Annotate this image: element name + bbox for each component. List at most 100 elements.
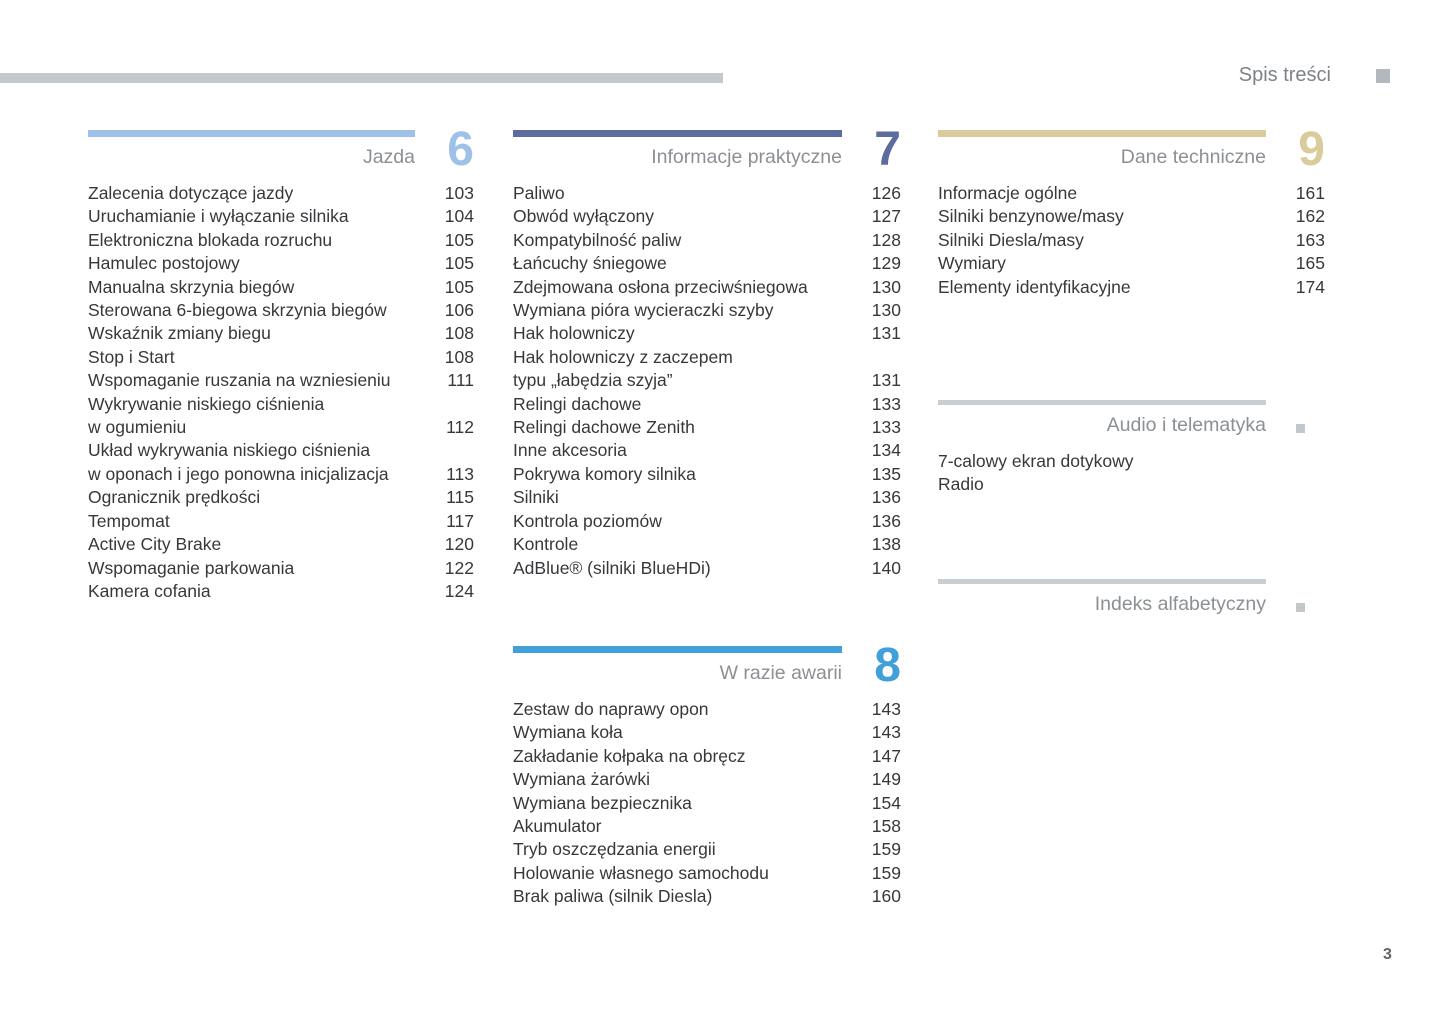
toc-item[interactable]: Manualna skrzynia biegów 105: [88, 276, 474, 299]
toc-item-label: Inne akcesoria: [513, 440, 627, 461]
toc-item[interactable]: Wykrywanie niskiego ciśnienia w ogumieni…: [88, 393, 474, 440]
toc-item[interactable]: Wymiana żarówki 149: [513, 768, 901, 791]
toc-item[interactable]: Elementy identyfikacyjne 174: [938, 276, 1325, 299]
toc-item[interactable]: Tempomat 117: [88, 510, 474, 533]
toc-item[interactable]: Zdejmowana osłona przeciwśniegowa 130: [513, 276, 901, 299]
toc-item[interactable]: Zalecenia dotyczące jazdy 103: [88, 182, 474, 205]
toc-item-label: Sterowana 6-biegowa skrzynia biegów: [88, 300, 387, 321]
section-header: Dane techniczne: [938, 145, 1266, 171]
toc-item-label: Zakładanie kołpaka na obręcz: [513, 745, 746, 766]
toc-item-page: 134: [871, 440, 901, 461]
toc-item[interactable]: Kontrola poziomów 136: [513, 510, 901, 533]
toc-item-page: 138: [871, 534, 901, 555]
toc-item[interactable]: Wskaźnik zmiany biegu 108: [88, 322, 474, 345]
toc-item-page: 127: [871, 206, 901, 227]
toc-item-page: 113: [446, 463, 474, 484]
toc-item[interactable]: Relingi dachowe 133: [513, 393, 901, 416]
toc-item-label: Informacje ogólne: [938, 183, 1078, 203]
toc-item-label: Holowanie własnego samochodu: [513, 862, 769, 883]
section-marker-square-icon: [1296, 424, 1305, 434]
header-square-icon: [1376, 68, 1390, 83]
toc-item[interactable]: Sterowana 6-biegowa skrzynia biegów 106: [88, 299, 474, 322]
toc-item-page: 105: [444, 229, 474, 250]
top-rule: [0, 73, 723, 83]
toc-item[interactable]: Układ wykrywania niskiego ciśnienia w op…: [88, 439, 474, 486]
section-items: Informacje ogólne 161 Silniki benzynowe/ma…: [938, 182, 1325, 299]
toc-item[interactable]: Hamulec postojowy 105: [88, 252, 474, 275]
toc-item[interactable]: Radio: [938, 473, 1325, 496]
toc-item[interactable]: Kompatybilność paliw 128: [513, 229, 901, 252]
toc-item-label: Manualna skrzynia biegów: [88, 276, 295, 297]
section-number: 7: [874, 123, 901, 176]
toc-item[interactable]: AdBlue® (silniki BlueHDi) 140: [513, 557, 901, 580]
toc-item[interactable]: Silniki 136: [513, 486, 901, 509]
toc-item[interactable]: Elektroniczna blokada rozruchu 105: [88, 229, 474, 252]
toc-item[interactable]: Stop i Start 108: [88, 346, 474, 369]
section-title: Dane techniczne: [1120, 146, 1266, 168]
toc-item[interactable]: Tryb oszczędzania energii 159: [513, 838, 901, 861]
toc-item[interactable]: Holowanie własnego samochodu 159: [513, 862, 901, 885]
toc-item[interactable]: Pokrywa komory silnika 135: [513, 463, 901, 486]
page-title: Spis treści: [1238, 64, 1331, 86]
section-accent-bar: [88, 130, 415, 137]
section-header: Jazda: [88, 145, 415, 171]
toc-item[interactable]: Hak holowniczy 131: [513, 322, 901, 345]
toc-section-audio-i-telematyka: Audio i telematyka 7-calowy ekran dotykow…: [938, 400, 1325, 497]
toc-item[interactable]: Kontrole 138: [513, 533, 901, 556]
toc-item[interactable]: Inne akcesoria 134: [513, 439, 901, 462]
toc-item-page: 174: [1295, 276, 1325, 297]
toc-item-label: Zalecenia dotyczące jazdy: [88, 183, 294, 203]
toc-item[interactable]: Wymiary 165: [938, 252, 1325, 275]
toc-item-label: Silniki: [513, 487, 559, 508]
toc-item-label: Brak paliwa (silnik Diesla): [513, 886, 713, 907]
toc-section-indeks-alfabetyczny: Indeks alfabetyczny: [938, 578, 1325, 618]
toc-item[interactable]: Hak holowniczy z zaczepem typu „łabędzia…: [513, 346, 901, 393]
toc-item-label: Wymiary: [938, 253, 1006, 274]
toc-item[interactable]: Zakładanie kołpaka na obręcz 147: [513, 745, 901, 768]
page-number: 3: [1383, 946, 1392, 963]
toc-item[interactable]: Wspomaganie ruszania na wzniesieniu 111: [88, 369, 474, 392]
toc-item[interactable]: Relingi dachowe Zenith 133: [513, 416, 901, 439]
toc-item-page: 133: [871, 393, 901, 414]
toc-item[interactable]: Kamera cofania 124: [88, 580, 474, 603]
toc-item[interactable]: Akumulator 158: [513, 815, 901, 838]
toc-item-page: 163: [1295, 229, 1325, 250]
toc-column-1: Jazda 6 Zalecenia dotyczące jazdy 103 Urucha…: [88, 126, 474, 603]
toc-item-label: Hak holowniczy z zaczepem typu „łabędzia…: [513, 346, 733, 391]
toc-item-label: Zdejmowana osłona przeciwśniegowa: [513, 276, 808, 297]
toc-item-page: 147: [871, 745, 901, 766]
toc-item-label: Ogranicznik prędkości: [88, 487, 261, 508]
toc-item-page: 105: [444, 276, 474, 297]
toc-item[interactable]: Ogranicznik prędkości 115: [88, 486, 474, 509]
toc-item[interactable]: Informacje ogólne 161: [938, 182, 1325, 205]
toc-item[interactable]: Uruchamianie i wyłączanie silnika 104: [88, 205, 474, 228]
toc-item[interactable]: Brak paliwa (silnik Diesla) 160: [513, 885, 901, 908]
toc-item-label: Wymiana bezpiecznika: [513, 792, 692, 813]
toc-item-page: 130: [871, 300, 901, 321]
section-items: 7-calowy ekran dotykowy Radio: [938, 450, 1325, 497]
toc-item[interactable]: Obwód wyłączony 127: [513, 205, 901, 228]
toc-item[interactable]: Wymiana pióra wycieraczki szyby 130: [513, 299, 901, 322]
toc-item[interactable]: Wspomaganie parkowania 122: [88, 557, 474, 580]
toc-item-page: 159: [871, 839, 901, 860]
toc-item-page: 112: [446, 417, 474, 438]
toc-item-label: Akumulator: [513, 815, 602, 836]
toc-item[interactable]: Zestaw do naprawy opon 143: [513, 698, 901, 721]
toc-item[interactable]: Paliwo 126: [513, 182, 901, 205]
toc-item[interactable]: Silniki benzynowe/masy 162: [938, 205, 1325, 228]
toc-item-label: Hak holowniczy: [513, 323, 635, 344]
section-header: W razie awarii: [513, 661, 842, 687]
toc-item[interactable]: Wymiana bezpiecznika 154: [513, 792, 901, 815]
section-accent-bar: [938, 578, 1266, 584]
section-header: Indeks alfabetyczny: [938, 592, 1266, 618]
section-items: Zestaw do naprawy opon 143 Wymiana koła 143…: [513, 698, 901, 909]
toc-item[interactable]: 7-calowy ekran dotykowy: [938, 450, 1325, 473]
toc-item-page: 131: [871, 370, 901, 391]
toc-item[interactable]: Active City Brake 120: [88, 533, 474, 556]
toc-item[interactable]: Wymiana koła 143: [513, 721, 901, 744]
toc-item[interactable]: Łańcuchy śniegowe 129: [513, 252, 901, 275]
toc-item-label: Uruchamianie i wyłączanie silnika: [88, 206, 349, 227]
toc-item-page: 160: [871, 886, 901, 907]
toc-item[interactable]: Silniki Diesla/masy 163: [938, 229, 1325, 252]
section-title: Indeks alfabetyczny: [1094, 592, 1266, 615]
